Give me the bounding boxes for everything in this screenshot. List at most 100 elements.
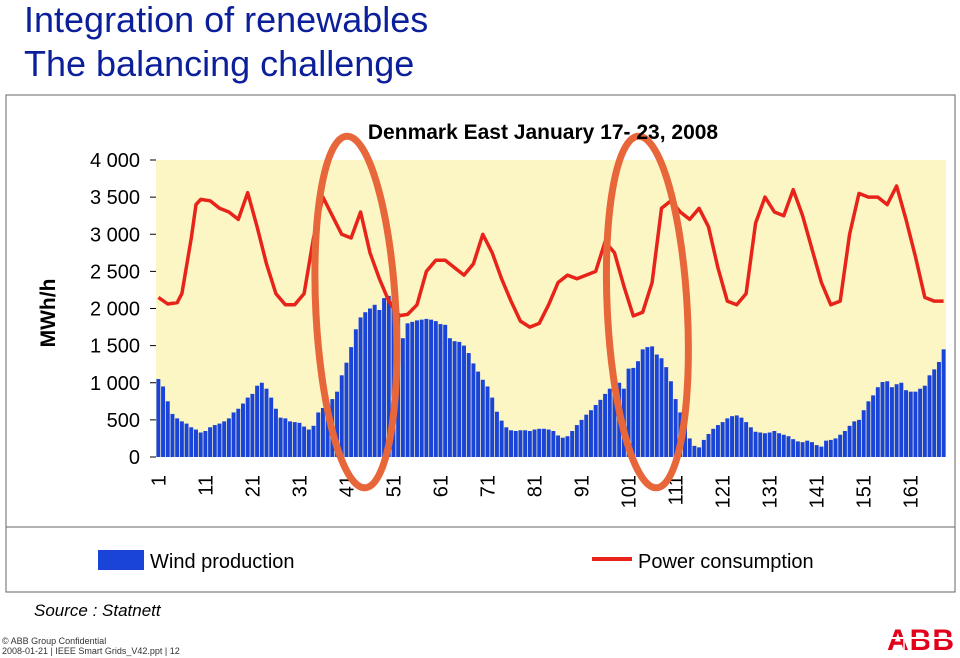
wind-bar bbox=[541, 428, 546, 457]
wind-bar bbox=[725, 418, 730, 457]
x-axis: 1 11 21 31 41 51 61 71 81 91 101 111 121 131 141 151 161 bbox=[148, 475, 922, 508]
consumption-line bbox=[157, 184, 944, 329]
wind-bar bbox=[419, 319, 424, 457]
x-tick-label: 61 bbox=[431, 475, 453, 497]
wind-bar bbox=[875, 387, 880, 457]
wind-bar bbox=[405, 323, 410, 457]
wind-bar bbox=[551, 431, 556, 457]
x-tick-label: 1 bbox=[148, 475, 170, 486]
wind-bar bbox=[772, 431, 777, 457]
wind-bar bbox=[452, 341, 457, 457]
y-tick-label: 4 000 bbox=[90, 150, 140, 172]
wind-bar bbox=[433, 321, 438, 457]
wind-bar bbox=[720, 422, 725, 457]
wind-bar bbox=[593, 405, 598, 457]
wind-bar bbox=[382, 298, 387, 457]
wind-bar bbox=[833, 438, 838, 457]
wind-bar bbox=[316, 412, 321, 457]
wind-bar bbox=[941, 349, 946, 457]
wind-bar bbox=[509, 430, 513, 457]
wind-bar bbox=[292, 422, 297, 457]
wind-bar bbox=[335, 391, 340, 457]
wind-bar bbox=[762, 433, 767, 457]
wind-bar bbox=[570, 431, 575, 457]
x-tick-label: 21 bbox=[242, 475, 264, 497]
y-tick-label: 500 bbox=[107, 410, 140, 432]
wind-bar bbox=[739, 417, 744, 457]
wind-bar bbox=[889, 387, 894, 457]
wind-bar bbox=[400, 338, 405, 457]
wind-bar bbox=[447, 338, 452, 457]
wind-bar bbox=[730, 416, 735, 457]
wind-bar bbox=[838, 434, 843, 457]
wind-bar bbox=[363, 312, 368, 457]
wind-bar bbox=[504, 427, 509, 457]
wind-bar bbox=[490, 397, 495, 457]
wind-bar bbox=[607, 388, 612, 457]
wind-bar bbox=[165, 401, 170, 457]
wind-bar bbox=[753, 431, 758, 457]
footer-confidential: © ABB Group Confidential bbox=[2, 636, 107, 646]
wind-bar bbox=[466, 353, 471, 457]
wind-bar bbox=[288, 421, 292, 457]
wind-bar bbox=[640, 349, 645, 457]
y-tick-label: 1 000 bbox=[90, 373, 140, 395]
wind-bar bbox=[485, 386, 490, 457]
wind-bar bbox=[344, 362, 349, 457]
wind-bar bbox=[245, 397, 250, 457]
highlight-ellipses bbox=[311, 132, 692, 492]
wind-bar bbox=[758, 432, 763, 457]
wind-bar bbox=[527, 431, 532, 457]
x-tick-label: 31 bbox=[289, 475, 311, 497]
wind-bar bbox=[673, 399, 678, 457]
wind-bar bbox=[847, 425, 852, 457]
wind-bar bbox=[212, 425, 217, 457]
wind-bar bbox=[706, 433, 711, 457]
wind-bar bbox=[899, 382, 904, 457]
wind-bar bbox=[462, 345, 466, 458]
wind-bar bbox=[805, 440, 810, 457]
wind-bar bbox=[922, 385, 927, 457]
chart-title: Denmark East January 17- 23, 2008 bbox=[368, 121, 719, 144]
x-tick-label: 91 bbox=[572, 475, 594, 497]
wind-bar bbox=[250, 393, 255, 457]
wind-bar bbox=[842, 431, 847, 457]
x-tick-label: 131 bbox=[760, 475, 782, 508]
wind-bar bbox=[626, 368, 631, 457]
y-tick-label: 3 500 bbox=[90, 187, 140, 209]
wind-bar bbox=[429, 319, 434, 457]
wind-bar bbox=[636, 361, 640, 457]
wind-bar bbox=[824, 440, 829, 457]
wind-bar bbox=[255, 385, 260, 457]
wind-bar bbox=[800, 442, 805, 457]
wind-bar bbox=[885, 381, 890, 457]
wind-bar bbox=[918, 388, 923, 457]
wind-bar bbox=[415, 320, 419, 457]
x-tick-label: 71 bbox=[478, 475, 500, 497]
wind-bar bbox=[377, 309, 382, 457]
x-tick-label: 81 bbox=[525, 475, 547, 497]
wind-bar bbox=[194, 429, 198, 457]
wind-bar bbox=[880, 382, 885, 457]
y-tick-label: 1 500 bbox=[90, 336, 140, 358]
highlight-ellipse bbox=[311, 132, 401, 492]
wind-bar bbox=[767, 432, 772, 457]
wind-bar bbox=[494, 411, 499, 457]
wind-bar bbox=[871, 395, 876, 457]
wind-bar bbox=[913, 391, 918, 457]
wind-bar bbox=[471, 363, 476, 457]
wind-bar bbox=[631, 367, 636, 457]
wind-bar bbox=[654, 354, 659, 457]
wind-bar bbox=[518, 430, 523, 457]
wind-bar bbox=[786, 436, 791, 457]
wind-bar bbox=[579, 419, 584, 458]
wind-bar bbox=[236, 408, 241, 457]
wind-bar bbox=[443, 324, 448, 457]
y-axis: 0 500 1 000 1 500 2 000 2 500 3 000 3 500 4 000 bbox=[90, 150, 156, 469]
wind-bar bbox=[777, 433, 782, 457]
wind-bar bbox=[828, 439, 833, 457]
wind-bar bbox=[546, 429, 551, 457]
wind-bar bbox=[936, 361, 941, 457]
wind-bar bbox=[222, 421, 227, 457]
wind-bar bbox=[184, 423, 189, 457]
